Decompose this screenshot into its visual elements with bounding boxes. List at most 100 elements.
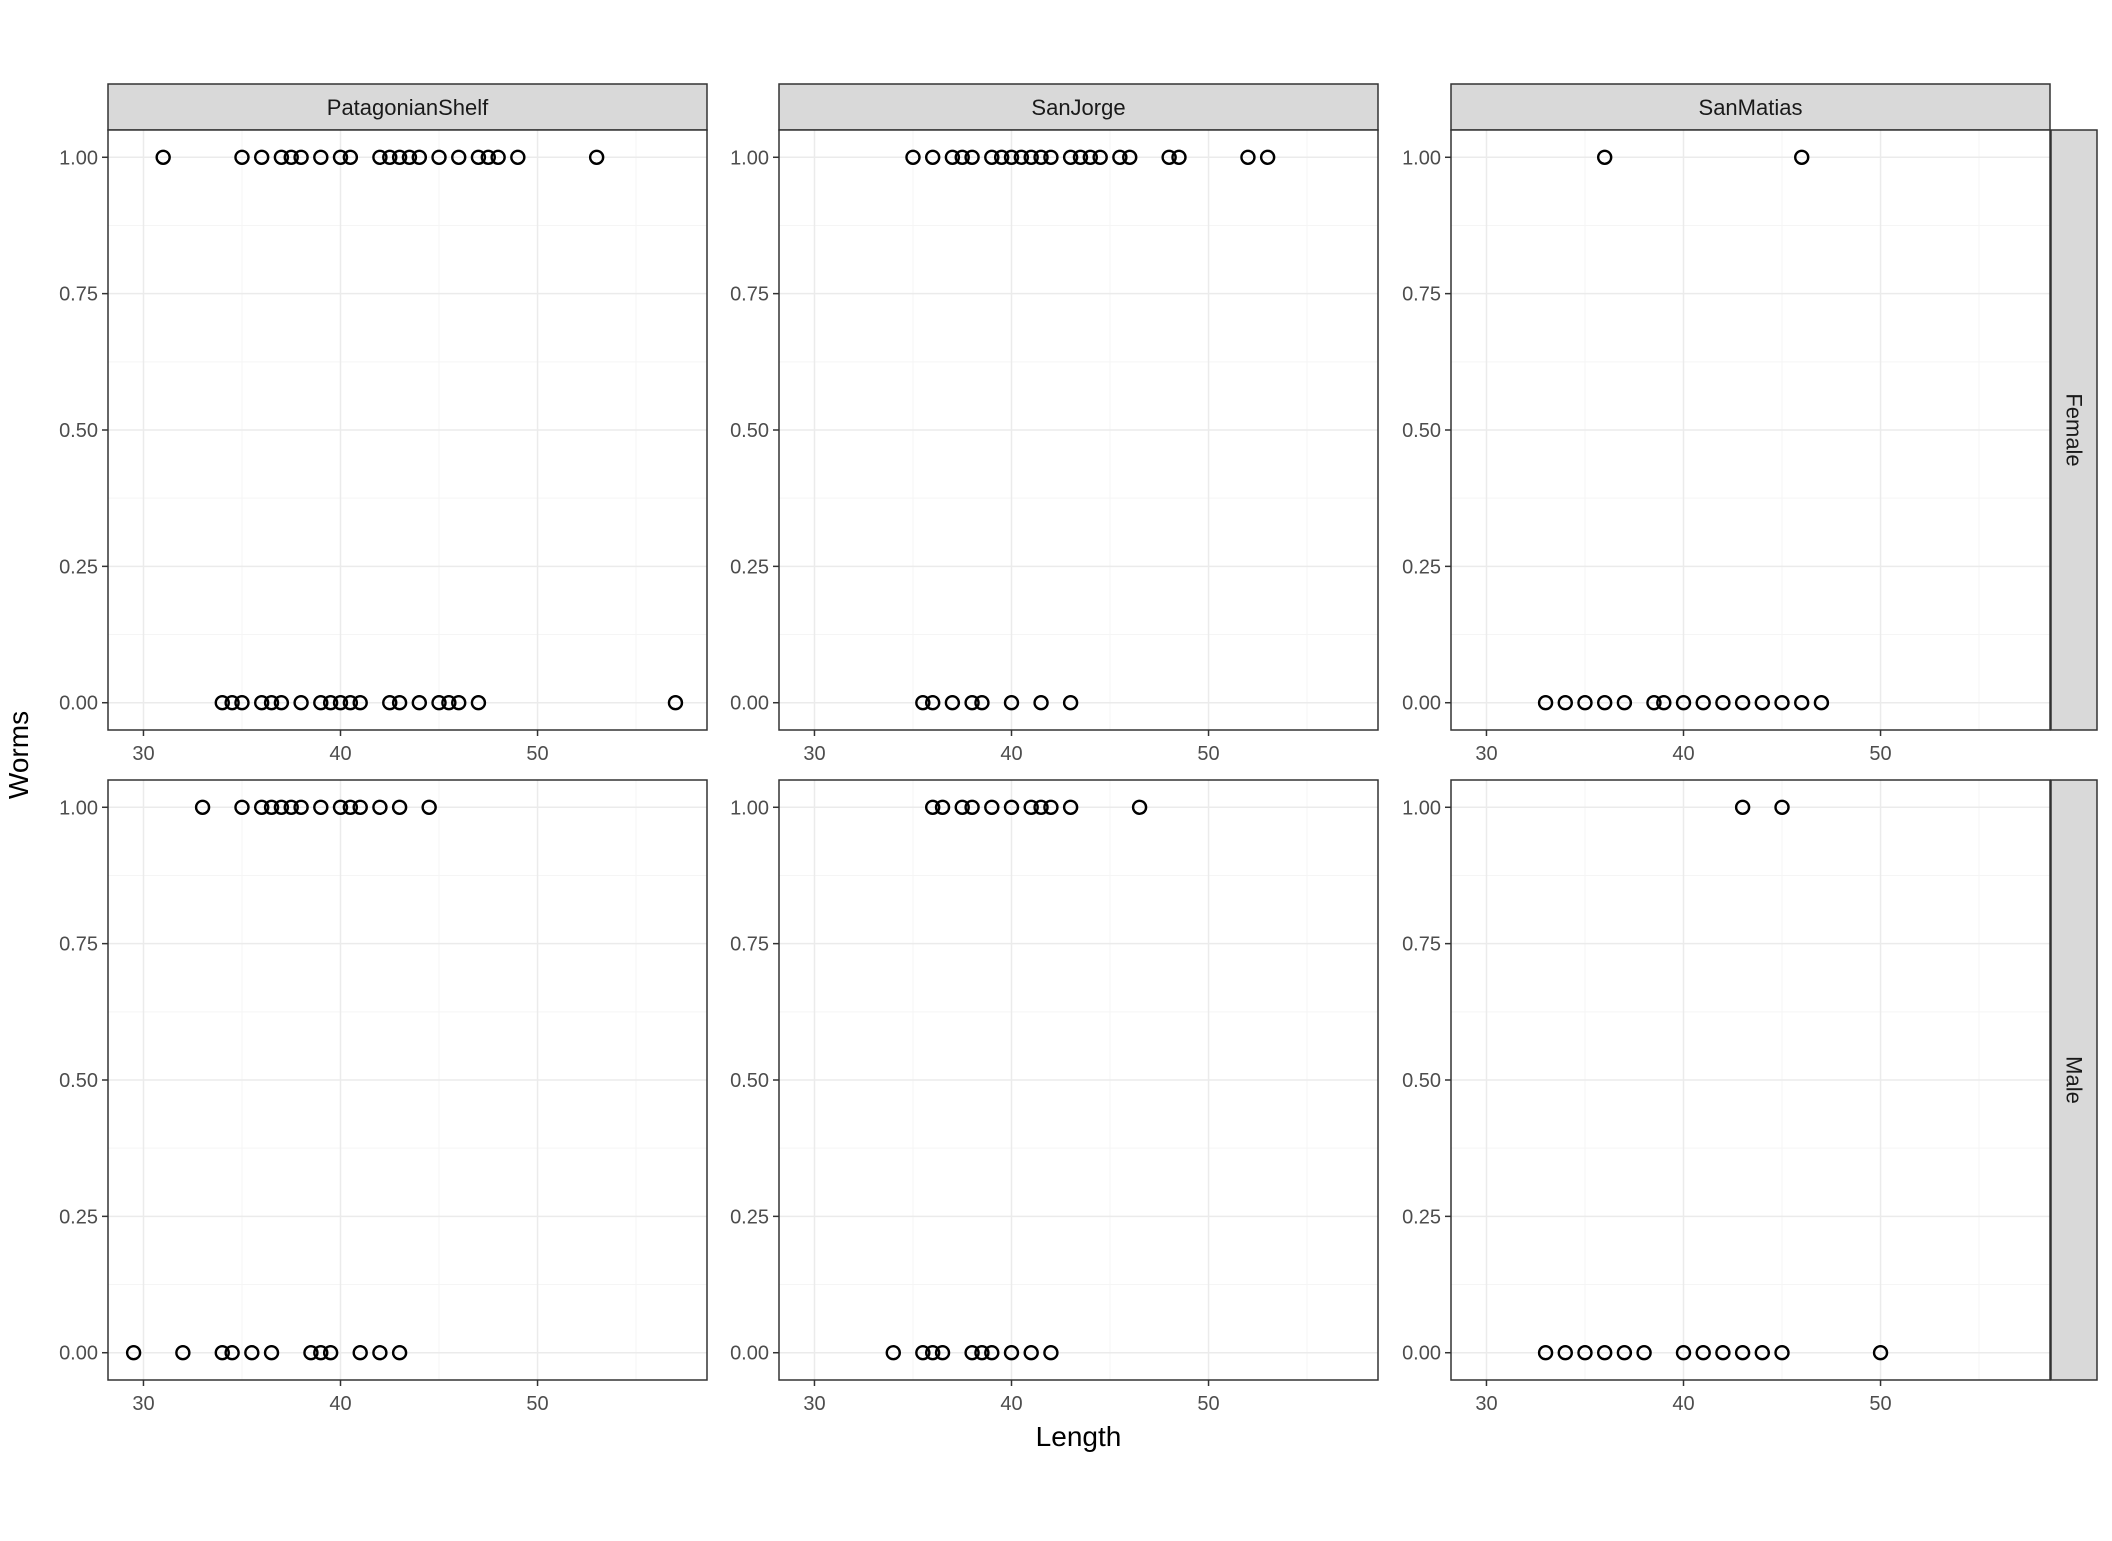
data-point: [451, 149, 467, 165]
data-point: [1082, 149, 1099, 165]
y-tick-label: 0.50: [1402, 420, 1441, 442]
x-axis: 30 40 50: [1475, 730, 1892, 765]
data-point: [214, 695, 230, 711]
x-tick-label: 40: [329, 1393, 351, 1415]
x-tick-label: 30: [1475, 743, 1497, 765]
data-point: [1043, 799, 1059, 815]
data-point: [1596, 1345, 1613, 1361]
strip-label: SanJorge: [1031, 95, 1125, 120]
strip-female: Female: [2050, 129, 2098, 731]
data-point: [974, 1345, 990, 1361]
y-tick-label: 0.00: [730, 693, 769, 715]
strip-background: [107, 83, 708, 131]
y-tick-label: 0.50: [59, 1070, 98, 1092]
data-point: [283, 149, 299, 165]
data-point: [974, 695, 990, 711]
data-point: [1023, 1345, 1039, 1361]
data-point: [1596, 149, 1613, 165]
y-axis: 0.00 0.25 0.50 0.75 1.00: [59, 147, 108, 715]
data-point: [451, 695, 467, 711]
data-point: [1537, 1345, 1554, 1361]
data-point: [1161, 149, 1177, 165]
data-point: [1033, 799, 1049, 815]
x-tick-label: 30: [1475, 1393, 1497, 1415]
data-point: [1616, 695, 1633, 711]
data-point: [411, 695, 428, 711]
data-point: [352, 1345, 368, 1361]
data-point: [1754, 1345, 1771, 1361]
data-point: [944, 695, 961, 711]
data-point: [964, 149, 980, 165]
data-point: [342, 695, 359, 711]
data-point: [470, 149, 487, 165]
data-point: [984, 1345, 1000, 1361]
data-point: [1062, 799, 1079, 815]
data-point: [401, 149, 418, 165]
y-tick-label: 0.00: [59, 693, 98, 715]
data-point: [1636, 1345, 1652, 1361]
data-point: [1715, 695, 1731, 711]
panel-sanmatias-male: 0.00 0.25 0.50 0.75 1.00 30 40 50: [1402, 779, 2051, 1415]
data-point: [1557, 1345, 1573, 1361]
x-axis: 30 40 50: [803, 1380, 1220, 1415]
strip-background: [778, 83, 1379, 131]
x-tick-label: 40: [1000, 743, 1022, 765]
data-point: [1023, 149, 1039, 165]
data-point: [984, 799, 1000, 815]
data-point: [934, 1345, 951, 1361]
data-point: [273, 149, 290, 165]
data-point: [332, 149, 349, 165]
data-point: [342, 799, 359, 815]
grid: [779, 130, 1378, 730]
data-point: [441, 695, 457, 711]
points: [155, 149, 684, 711]
data-point: [1003, 799, 1020, 815]
data-point: [1043, 1345, 1059, 1361]
panel-sanjorge-male: 0.00 0.25 0.50 0.75 1.00 30 40 50: [730, 779, 1379, 1415]
data-point: [1754, 695, 1771, 711]
data-point: [372, 149, 388, 165]
data-point: [915, 695, 931, 711]
data-point: [125, 1345, 142, 1361]
data-point: [1003, 1345, 1020, 1361]
y-tick-label: 0.50: [1402, 1070, 1441, 1092]
panel-patagonianshelf-female: 0.00 0.25 0.50 0.75 1.00 30 40 50: [59, 129, 708, 765]
y-tick-label: 0.00: [1402, 1343, 1441, 1365]
data-point: [273, 695, 290, 711]
data-point: [1033, 695, 1049, 711]
y-tick-label: 0.25: [1402, 1206, 1441, 1228]
strip-background: [2050, 779, 2098, 1381]
data-point: [313, 695, 329, 711]
data-point: [1872, 1345, 1889, 1361]
data-point: [924, 149, 941, 165]
data-point: [293, 149, 309, 165]
y-tick-label: 0.00: [59, 1343, 98, 1365]
x-axis: 30 40 50: [132, 730, 549, 765]
grid: [108, 780, 707, 1380]
data-point: [1675, 695, 1692, 711]
y-axis-title: Worms: [3, 711, 34, 799]
strip-sanmatias: SanMatias: [1450, 83, 2051, 131]
data-point: [1596, 695, 1613, 711]
data-point: [391, 1345, 408, 1361]
data-point: [322, 695, 339, 711]
x-tick-label: 50: [1869, 1393, 1891, 1415]
data-point: [431, 149, 447, 165]
points: [1537, 149, 1830, 711]
data-point: [293, 799, 309, 815]
data-point: [1813, 695, 1830, 711]
data-point: [490, 149, 506, 165]
y-tick-label: 0.25: [1402, 556, 1441, 578]
panel-sanjorge-female: 0.00 0.25 0.50 0.75 1.00 30 40 50: [730, 129, 1379, 765]
data-point: [372, 1345, 388, 1361]
data-point: [944, 149, 961, 165]
data-point: [964, 695, 980, 711]
data-point: [234, 695, 250, 711]
data-point: [253, 149, 270, 165]
y-tick-label: 0.25: [59, 556, 98, 578]
data-point: [283, 799, 299, 815]
y-tick-label: 0.25: [59, 1206, 98, 1228]
data-point: [155, 149, 171, 165]
